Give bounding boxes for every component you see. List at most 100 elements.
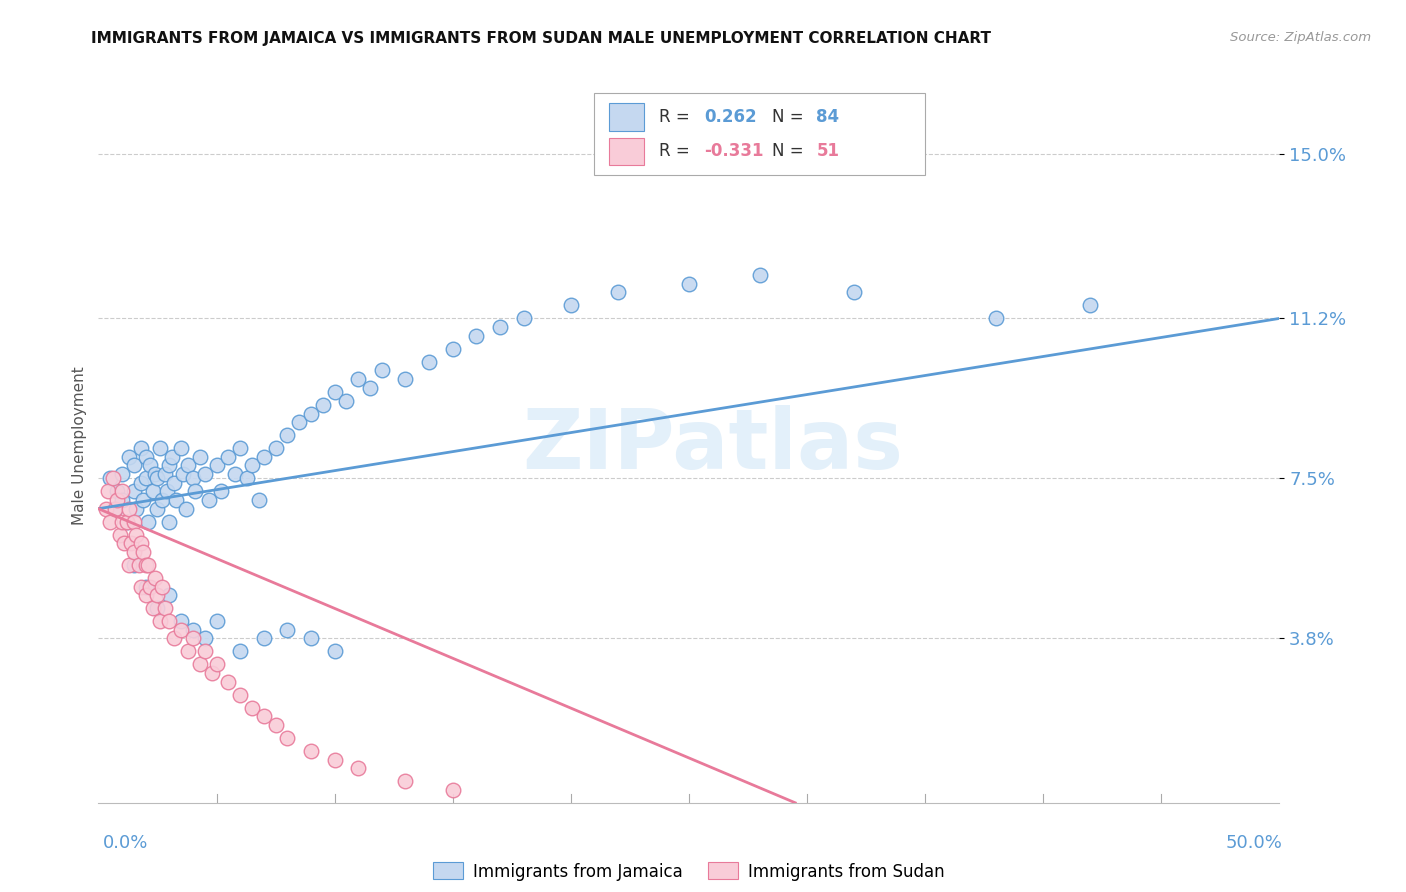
Point [229,441,252,455]
Point [347,372,370,386]
Point [394,774,416,789]
Point [276,623,298,637]
Point [184,484,207,499]
Point [264,718,287,732]
Point [678,277,700,291]
Point [253,709,276,723]
Point [139,458,162,473]
Point [122,558,145,572]
Point [157,515,180,529]
Point [441,782,464,797]
Point [125,527,148,541]
Point [181,623,204,637]
Point [129,441,152,455]
Text: N =: N = [772,143,808,161]
Point [150,580,173,594]
Point [276,428,298,442]
Text: -0.331: -0.331 [704,143,763,161]
Point [143,571,166,585]
Point [118,501,141,516]
Point [170,441,193,455]
Point [181,471,204,485]
Point [146,501,169,516]
Point [1080,298,1102,312]
Point [146,601,169,615]
Point [299,744,322,758]
Point [149,441,172,455]
Point [174,501,197,516]
Point [160,450,183,464]
Point [122,484,145,499]
Point [323,644,346,658]
Point [984,311,1007,326]
Point [157,614,180,628]
Point [111,467,134,482]
Text: 0.262: 0.262 [704,108,756,126]
Point [418,354,440,368]
Point [150,493,173,508]
Point [224,467,246,482]
Point [132,493,155,508]
Point [139,580,162,594]
Point [143,467,166,482]
Point [194,632,217,646]
Point [217,674,239,689]
Point [121,536,143,550]
Point [104,501,127,516]
Point [288,415,311,429]
Point [122,545,145,559]
Point [165,493,187,508]
Text: R =: R = [659,143,696,161]
Point [198,493,221,508]
Point [98,471,121,485]
Point [163,475,186,490]
Point [111,493,134,508]
Point [371,363,394,377]
Point [323,384,346,399]
Point [264,441,287,455]
Point [136,515,159,529]
Point [240,700,263,714]
Point [177,458,200,473]
Y-axis label: Male Unemployment: Male Unemployment [72,367,87,525]
Point [118,558,141,572]
Point [111,515,134,529]
Point [276,731,298,745]
Point [217,450,239,464]
Point [240,458,263,473]
Point [205,614,228,628]
Point [94,501,117,516]
Point [312,398,335,412]
Text: 50.0%: 50.0% [1226,834,1282,852]
Point [236,471,259,485]
Point [157,588,180,602]
Point [394,372,416,386]
Legend: Immigrants from Jamaica, Immigrants from Sudan: Immigrants from Jamaica, Immigrants from… [426,855,952,888]
Point [489,320,512,334]
Point [97,484,120,499]
Point [748,268,770,282]
Point [560,298,582,312]
Point [112,536,135,550]
Point [115,515,138,529]
Point [181,632,204,646]
Text: 51: 51 [817,143,839,161]
Point [299,407,322,421]
Point [142,601,165,615]
Text: R =: R = [659,108,696,126]
Point [149,614,172,628]
Point [156,484,179,499]
Point [135,580,157,594]
Point [229,644,252,658]
Point [347,761,370,775]
Point [170,614,193,628]
Point [132,545,155,559]
Point [153,601,176,615]
Text: IMMIGRANTS FROM JAMAICA VS IMMIGRANTS FROM SUDAN MALE UNEMPLOYMENT CORRELATION C: IMMIGRANTS FROM JAMAICA VS IMMIGRANTS FR… [91,31,991,46]
Point [135,471,157,485]
Point [607,285,630,300]
Point [98,515,121,529]
Point [129,475,152,490]
Point [136,558,159,572]
Point [194,644,217,658]
